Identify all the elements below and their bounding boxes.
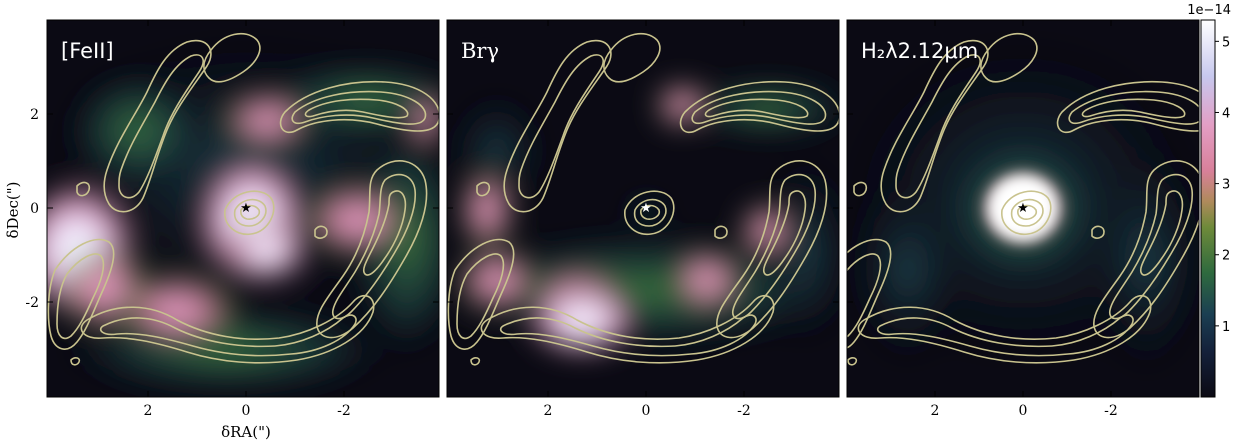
panel-brgamma: ★ Brγ 2 0 -2	[446, 19, 840, 419]
axis-ticks	[47, 20, 439, 397]
y-axis-label: δDec(")	[4, 182, 22, 239]
colorbar-tick-label: 3	[1222, 178, 1230, 193]
emission-map: ★	[847, 30, 1199, 380]
x-tick-label: 2	[544, 403, 553, 419]
x-tick-label: 2	[144, 403, 153, 419]
x-tick-label: 0	[642, 403, 651, 419]
colorbar-gradient	[1200, 19, 1216, 398]
colorbar-tick-label: 1	[1222, 320, 1230, 335]
star-marker-icon: ★	[640, 201, 652, 216]
x-tick-label: -2	[337, 403, 351, 419]
x-axis-label: δRA(")	[221, 423, 271, 441]
x-tick-label: 0	[242, 403, 251, 419]
emission-map: ★	[47, 30, 439, 395]
axis-ticks	[447, 20, 839, 397]
x-tick-label: -2	[1104, 403, 1118, 419]
panel-label: [FeII]	[61, 39, 114, 63]
panel-label: Brγ	[461, 39, 499, 63]
emission-map: ★	[447, 32, 839, 366]
colorbar-exponent: 1e−14	[1187, 3, 1231, 18]
panel-feii: ★ [FeII] 2 0 -2 2 0 -2 δRA(")	[25, 19, 440, 441]
colorbar-tick-label: 4	[1222, 106, 1230, 121]
colorbar-tick-label: 5	[1222, 35, 1230, 50]
y-tick-label: 2	[30, 107, 39, 123]
x-tick-label: 0	[1019, 403, 1028, 419]
x-tick-label: -2	[737, 403, 751, 419]
y-tick-label: 0	[30, 201, 39, 217]
colorbar-tick-label: 2	[1222, 249, 1230, 264]
panel-label: H₂λ2.12μm	[861, 39, 978, 63]
axis-ticks	[847, 20, 1112, 397]
star-marker-icon: ★	[1017, 201, 1029, 216]
colorbar: 1 2 3 4 5 1e−14	[1187, 3, 1231, 398]
star-marker-icon: ★	[240, 201, 252, 216]
y-tick-label: -2	[25, 295, 39, 311]
panel-h2: ★ H₂λ2.12μm 2 0 -2	[846, 19, 1200, 419]
x-tick-label: 2	[931, 403, 940, 419]
